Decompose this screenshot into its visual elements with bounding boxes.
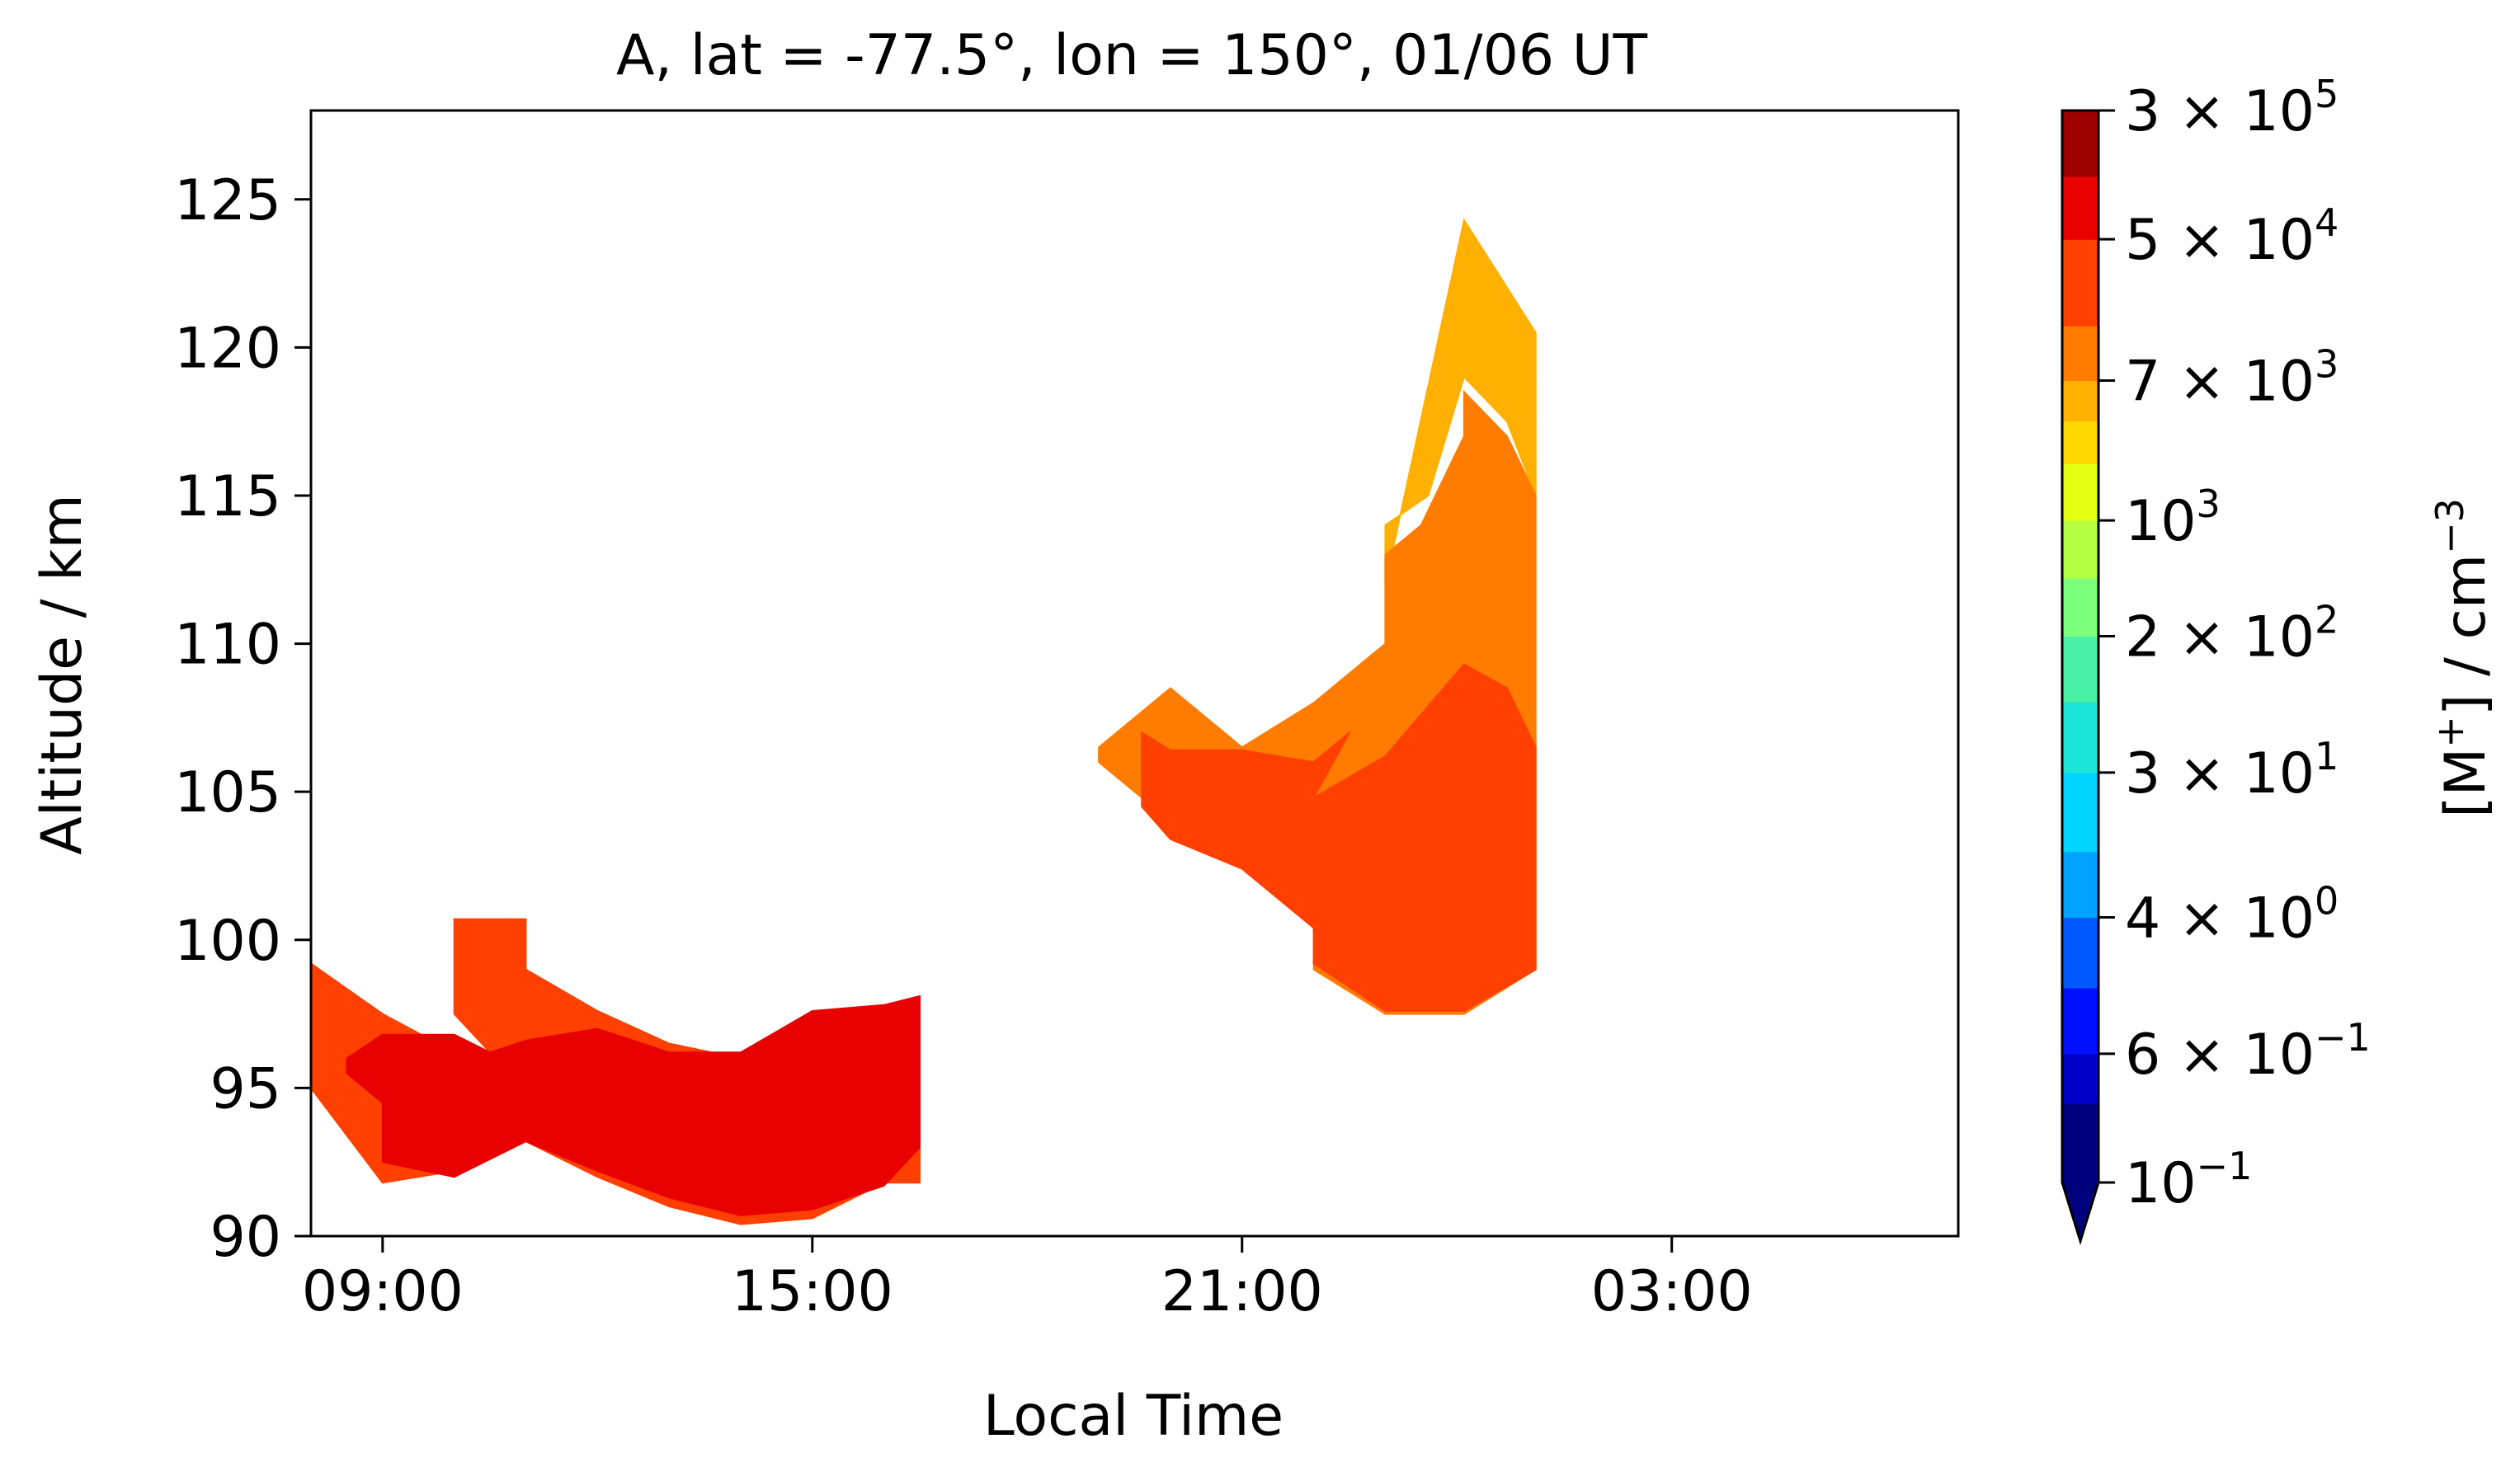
chart-title: A, lat = -77.5°, lon = 150°, 01/06 UT (616, 23, 1648, 88)
y-tick-label: 100 (174, 909, 281, 974)
colorbar-segment (2062, 1053, 2098, 1104)
y-axis-label: Altitude / km (30, 494, 95, 854)
colorbar-tick-label: 4 × 100 (2125, 878, 2339, 951)
contour-regions (310, 218, 1537, 1225)
contour-region-level-15000-50000-upper (1141, 663, 1537, 1012)
colorbar-segment (2062, 463, 2098, 521)
colorbar-segment (2062, 380, 2098, 421)
contour-region-level-50000-120000 (346, 994, 921, 1216)
x-tick-label: 09:00 (302, 1259, 464, 1324)
colorbar-label-tail: ] / cm (2433, 554, 2499, 716)
colorbar-tick-label: 5 × 104 (2125, 200, 2339, 273)
colorbar-label-main: [M (2433, 748, 2499, 818)
colorbar-segment (2062, 772, 2098, 853)
colorbar-segment (2062, 851, 2098, 919)
colorbar-segment (2062, 702, 2098, 773)
colorbar-label-exp: −3 (2428, 498, 2472, 554)
y-tick-label: 105 (174, 760, 281, 825)
colorbar-segment (2062, 421, 2098, 465)
colorbar-label-sup: + (2428, 716, 2472, 748)
colorbar-segment (2062, 176, 2098, 240)
colorbar-outline (2061, 109, 2100, 1246)
colorbar-segment (2062, 520, 2098, 579)
colorbar-segment (2062, 577, 2098, 637)
y-tick-label: 115 (174, 464, 281, 529)
colorbar-extend-min (2062, 1182, 2098, 1241)
x-tick-label: 03:00 (1591, 1259, 1753, 1324)
colorbar-tick-label: 10−1 (2125, 1144, 2252, 1216)
colorbar-tick-label: 3 × 105 (2125, 72, 2339, 144)
x-axis-label: Local Time (983, 1384, 1284, 1449)
y-tick-label: 95 (210, 1056, 281, 1121)
y-tick-label: 90 (210, 1205, 281, 1270)
colorbar-tick-label: 7 × 103 (2125, 342, 2339, 415)
y-tick-label: 120 (174, 316, 281, 381)
colorbar-segment (2062, 917, 2098, 989)
x-tick-label: 15:00 (732, 1259, 893, 1324)
colorbar-tick-label: 2 × 102 (2125, 597, 2339, 670)
colorbar-tick-label: 103 (2125, 482, 2221, 554)
colorbar-segment (2062, 636, 2098, 703)
plot-frame (309, 109, 1960, 1238)
y-axis: 90 95 100 105 110 115 120 125 (174, 168, 311, 1270)
x-axis: 09:00 15:00 21:00 03:00 (302, 1236, 1753, 1324)
colorbar-segment (2062, 239, 2098, 327)
colorbar-segment (2062, 110, 2098, 177)
y-tick-label: 110 (174, 613, 281, 678)
y-tick-label: 125 (174, 168, 281, 233)
x-tick-label: 21:00 (1161, 1259, 1323, 1324)
colorbar-segment (2062, 1103, 2098, 1183)
colorbar: 10−1 6 × 10−1 4 × 100 3 × 101 2 × 102 103 7 × … (2061, 72, 2371, 1246)
colorbar-segment (2062, 987, 2098, 1055)
colorbar-segment (2062, 326, 2098, 382)
colorbar-tick-label: 3 × 101 (2125, 734, 2339, 806)
plot-area (309, 109, 1960, 1238)
colorbar-label: [M+] / cm−3 (2428, 498, 2499, 818)
colorbar-tick-label: 6 × 10−1 (2125, 1015, 2371, 1088)
